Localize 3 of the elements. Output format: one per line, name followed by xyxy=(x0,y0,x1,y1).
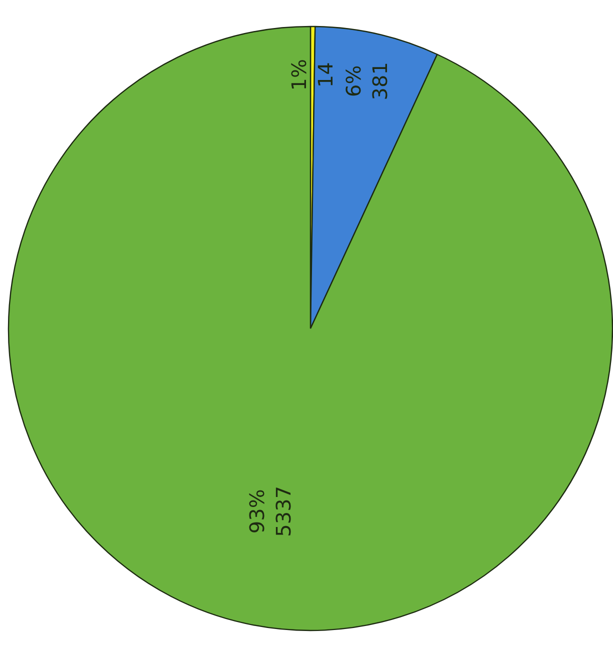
data-label: 1% 14 xyxy=(287,58,338,91)
data-label: 93% 5337 xyxy=(245,486,296,537)
data-label: 6% 381 xyxy=(342,62,392,100)
